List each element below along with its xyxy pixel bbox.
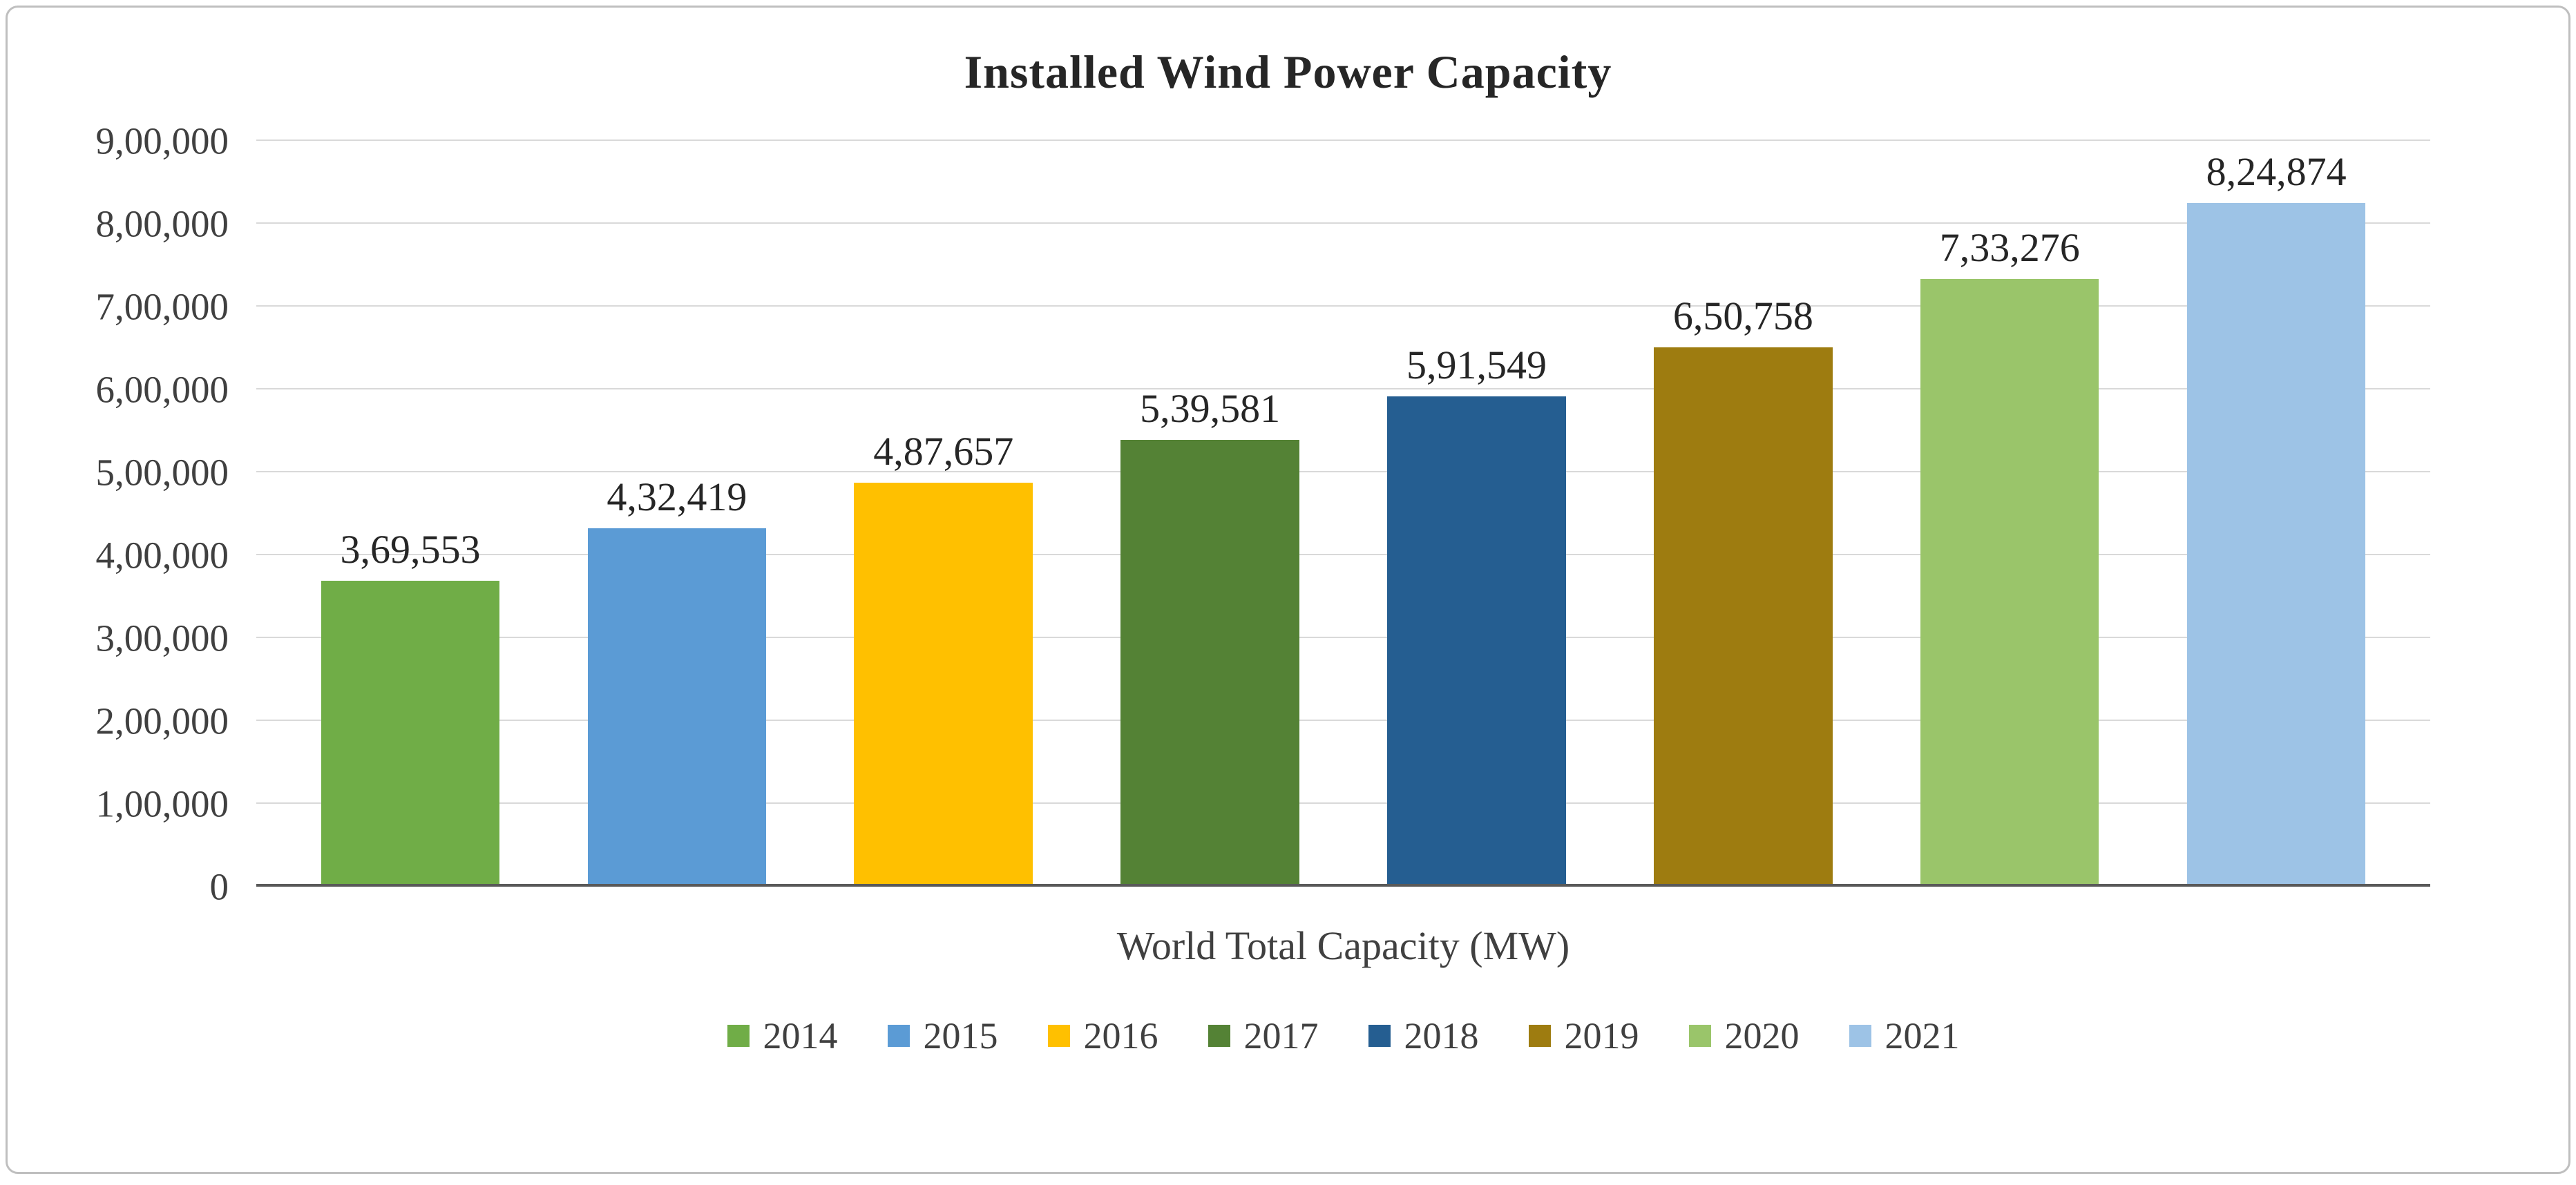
bar-2019 <box>1654 347 1833 887</box>
bar-group-2017: 5,39,581 <box>1077 141 1344 887</box>
legend-item-2021: 2021 <box>1849 1017 1960 1054</box>
gridline <box>256 222 2430 224</box>
bar-value-label: 5,39,581 <box>1140 385 1281 431</box>
y-tick-label: 1,00,000 <box>95 782 229 825</box>
y-axis: 0 1,00,000 2,00,000 3,00,000 4,00,000 5,00,00… <box>49 122 256 906</box>
y-tick-label: 7,00,000 <box>95 285 229 328</box>
legend-swatch <box>1688 1025 1711 1047</box>
legend-swatch <box>1208 1025 1230 1047</box>
legend-swatch <box>727 1025 750 1047</box>
legend-swatch <box>1047 1025 1070 1047</box>
bar-group-2019: 6,50,758 <box>1610 141 1876 887</box>
gridline <box>256 554 2430 555</box>
y-tick-label: 5,00,000 <box>95 451 229 494</box>
legend-label: 2021 <box>1885 1015 1960 1057</box>
legend-label: 2017 <box>1243 1015 1319 1057</box>
chart-figure: Installed Wind Power Capacity 0 1,00,000 2… <box>6 6 2570 1174</box>
y-tick-label: 6,00,000 <box>95 368 229 411</box>
bar-value-label: 5,91,549 <box>1406 343 1547 388</box>
gridline <box>256 388 2430 389</box>
chart-area: 0 1,00,000 2,00,000 3,00,000 4,00,000 5,00,00… <box>49 122 2527 906</box>
legend-item-2020: 2020 <box>1688 1015 1800 1057</box>
x-axis-title: World Total Capacity (MW) <box>1116 923 1570 968</box>
legend-item-2014: 2014 <box>727 1017 838 1054</box>
legend-item-2015: 2015 <box>887 1015 998 1057</box>
bar-group-2014: 3,69,553 <box>277 141 544 887</box>
y-tick-label: 3,00,000 <box>95 617 229 659</box>
legend-label: 2015 <box>923 1015 998 1057</box>
bar-2015 <box>587 528 767 887</box>
plot-area: 3,69,553 4,32,419 4,87,657 5,39,581 5,91,549… <box>256 139 2430 887</box>
bar-value-label: 6,50,758 <box>1672 293 1813 339</box>
bar-value-label: 4,87,657 <box>873 428 1014 474</box>
y-tick-label: 4,00,000 <box>95 534 229 577</box>
legend: 2014 2015 2016 2017 2018 2019 2020 2021 <box>49 1017 2527 1054</box>
bar-group-2018: 5,91,549 <box>1344 141 1610 887</box>
bar-group-2021: 8,24,874 <box>2143 141 2410 887</box>
bar-2021 <box>2186 203 2366 887</box>
gridline <box>256 720 2430 721</box>
legend-item-2016: 2016 <box>1047 1015 1158 1057</box>
chart-title: Installed Wind Power Capacity <box>964 46 1612 98</box>
bars-container: 3,69,553 4,32,419 4,87,657 5,39,581 5,91,549… <box>256 141 2430 887</box>
gridline <box>256 305 2430 307</box>
legend-swatch <box>1368 1025 1391 1047</box>
y-tick-label: 2,00,000 <box>95 700 229 742</box>
legend-swatch <box>887 1025 910 1047</box>
legend-label: 2018 <box>1404 1015 1479 1057</box>
gridline <box>256 139 2430 141</box>
bar-group-2015: 4,32,419 <box>544 141 810 887</box>
bar-2018 <box>1387 396 1566 887</box>
x-axis-line <box>256 884 2430 887</box>
legend-label: 2019 <box>1564 1015 1639 1057</box>
bar-2016 <box>854 482 1033 887</box>
bar-value-label: 7,33,276 <box>1939 225 2080 271</box>
y-tick-label: 8,00,000 <box>95 202 229 245</box>
bar-value-label: 3,69,553 <box>340 526 481 572</box>
legend-item-2017: 2017 <box>1208 1017 1319 1054</box>
y-tick-label: 0 <box>209 865 229 908</box>
legend-swatch <box>1528 1025 1551 1047</box>
legend-label: 2020 <box>1724 1015 1800 1057</box>
bar-2014 <box>321 580 500 887</box>
gridline <box>256 802 2430 804</box>
bar-value-label: 8,24,874 <box>2206 149 2347 195</box>
legend-item-2019: 2019 <box>1528 1015 1639 1057</box>
gridline <box>256 637 2430 638</box>
bar-group-2016: 4,87,657 <box>810 141 1077 887</box>
y-tick-label: 9,00,000 <box>95 119 229 162</box>
bar-2017 <box>1120 439 1299 887</box>
legend-swatch <box>1849 1025 1871 1047</box>
gridline <box>256 471 2430 472</box>
bar-group-2020: 7,33,276 <box>1876 141 2143 887</box>
legend-label: 2014 <box>763 1015 838 1057</box>
bar-2020 <box>1920 279 2099 887</box>
legend-label: 2016 <box>1083 1015 1158 1057</box>
bar-value-label: 4,32,419 <box>607 474 747 520</box>
legend-item-2018: 2018 <box>1368 1017 1479 1054</box>
